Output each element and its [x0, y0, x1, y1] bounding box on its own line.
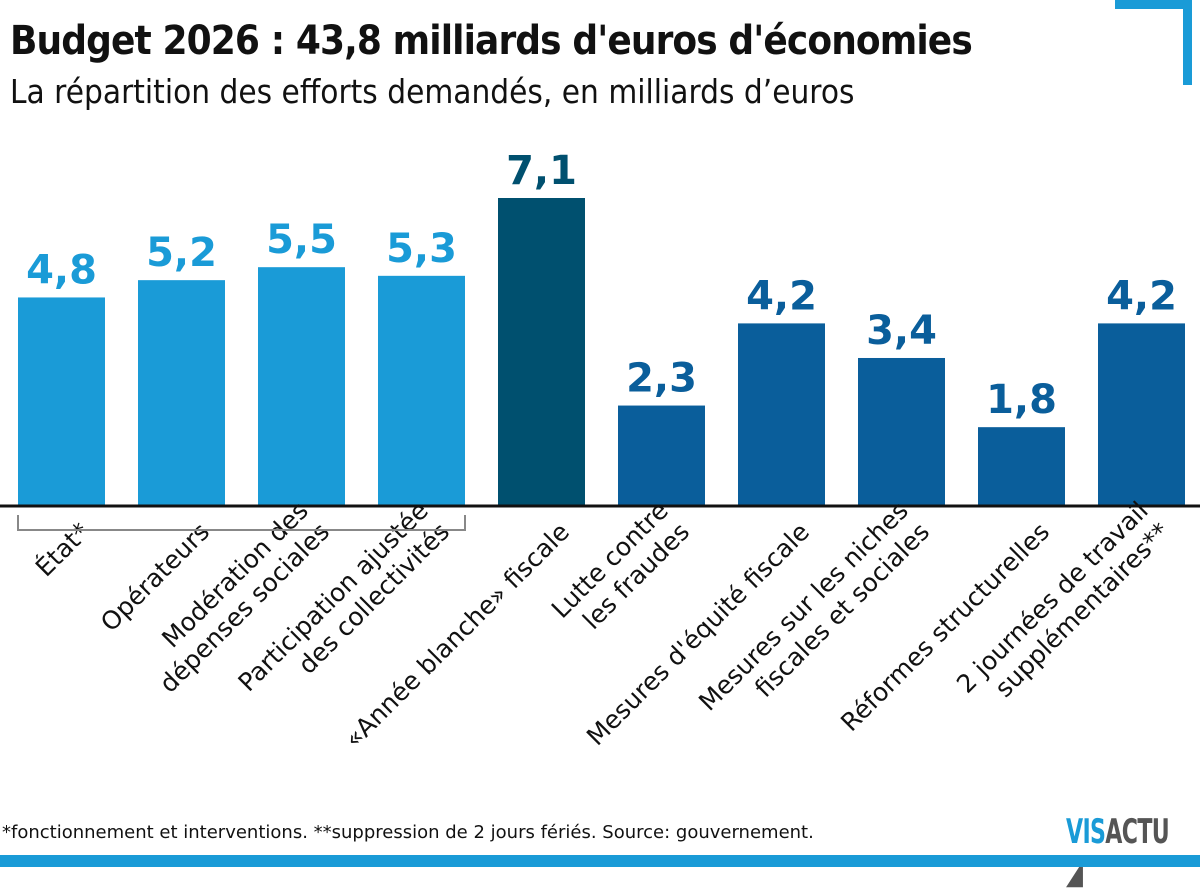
bar [138, 280, 225, 505]
visactu-logo: VISACTU ◢ [1066, 812, 1170, 892]
group-bracket [17, 515, 466, 531]
footnote: *fonctionnement et interventions. **supp… [2, 822, 814, 843]
bar [978, 427, 1065, 505]
data-label: 5,3 [386, 226, 457, 272]
data-label: 4,8 [26, 247, 97, 293]
data-label: 7,1 [506, 148, 577, 194]
category-label: Lutte contreles fraudes [546, 496, 695, 645]
data-label: 3,4 [866, 308, 937, 354]
data-label: 2,3 [626, 356, 697, 402]
corner-decoration [1115, 0, 1192, 85]
data-label: 5,5 [266, 217, 337, 263]
bar [378, 275, 465, 505]
bottom-bar [0, 855, 1200, 867]
chart-title: Budget 2026 : 43,8 milliards d'euros d'é… [10, 18, 973, 64]
chart-subtitle: La répartition des efforts demandés, en … [10, 72, 855, 111]
bar [258, 267, 345, 505]
bar [618, 405, 705, 505]
data-label: 5,2 [146, 230, 217, 276]
logo-part1: VIS [1066, 812, 1106, 852]
data-label: 4,2 [1106, 273, 1177, 319]
bar [1098, 323, 1185, 505]
data-label: 4,2 [746, 273, 817, 319]
bar [738, 323, 825, 505]
data-label: 1,8 [986, 377, 1057, 423]
category-label: État* [30, 517, 95, 582]
bar [498, 198, 585, 505]
bar [858, 357, 945, 505]
bar [18, 297, 105, 505]
logo-part2: ACTU [1105, 812, 1170, 852]
